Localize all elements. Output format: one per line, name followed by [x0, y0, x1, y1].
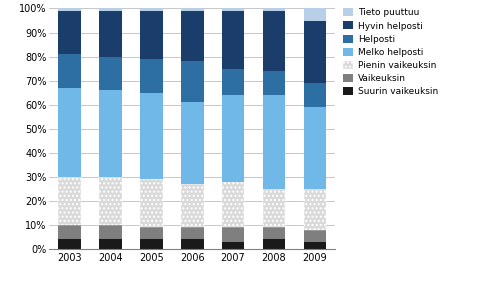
Bar — [181, 228, 204, 239]
Bar — [263, 71, 285, 95]
Bar — [59, 11, 81, 54]
Bar — [140, 93, 163, 179]
Bar — [181, 61, 204, 102]
Bar — [59, 54, 81, 88]
Bar — [140, 228, 163, 239]
Bar — [99, 239, 122, 249]
Bar — [304, 242, 326, 249]
Bar — [263, 8, 285, 11]
Legend: Tieto puuttuu, Hyvin helposti, Helposti, Melko helposti, Pienin vaikeuksin, Vaik: Tieto puuttuu, Hyvin helposti, Helposti,… — [343, 8, 438, 97]
Bar — [59, 8, 81, 11]
Bar — [181, 8, 204, 11]
Bar — [222, 182, 245, 228]
Bar — [222, 95, 245, 182]
Bar — [222, 8, 245, 11]
Bar — [140, 239, 163, 249]
Bar — [99, 57, 122, 90]
Bar — [181, 184, 204, 228]
Bar — [99, 11, 122, 57]
Bar — [304, 230, 326, 242]
Bar — [263, 11, 285, 71]
Bar — [59, 239, 81, 249]
Bar — [304, 83, 326, 107]
Bar — [222, 242, 245, 249]
Bar — [304, 189, 326, 230]
Bar — [263, 95, 285, 189]
Bar — [140, 179, 163, 228]
Bar — [222, 69, 245, 95]
Bar — [59, 225, 81, 239]
Bar — [140, 59, 163, 93]
Bar — [263, 239, 285, 249]
Bar — [263, 228, 285, 239]
Bar — [181, 11, 204, 61]
Bar — [140, 8, 163, 11]
Bar — [181, 102, 204, 184]
Bar — [99, 8, 122, 11]
Bar — [263, 189, 285, 228]
Bar — [304, 21, 326, 83]
Bar — [99, 90, 122, 177]
Bar — [304, 8, 326, 21]
Bar — [99, 225, 122, 239]
Bar — [181, 239, 204, 249]
Bar — [304, 107, 326, 189]
Bar — [59, 88, 81, 177]
Bar — [222, 228, 245, 242]
Bar — [99, 177, 122, 225]
Bar — [222, 11, 245, 69]
Bar — [59, 177, 81, 225]
Bar — [140, 11, 163, 59]
